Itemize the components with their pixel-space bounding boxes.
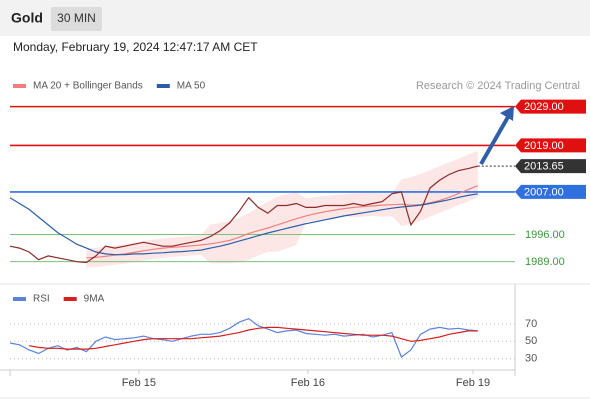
level-label: 2029.00 xyxy=(524,101,564,113)
x-tick-label: Feb 19 xyxy=(456,377,490,389)
legend-label: MA 20 + Bollinger Bands xyxy=(33,81,143,92)
bollinger-band xyxy=(86,150,478,268)
level-tag xyxy=(515,184,586,199)
y-tick-label: 50 xyxy=(525,335,537,347)
axis: Feb 15 Feb 16 Feb 19 xyxy=(122,370,490,389)
x-tick-label: Feb 16 xyxy=(291,377,325,389)
series-line xyxy=(86,185,479,259)
legend-swatch xyxy=(63,297,77,301)
series-line xyxy=(9,318,478,358)
legend-label: MA 50 xyxy=(177,81,206,92)
y-tick-label: 70 xyxy=(525,318,537,330)
legend-swatch xyxy=(13,297,26,301)
level-label: 1989.00 xyxy=(525,256,565,268)
series-line xyxy=(28,326,478,350)
level-label: 2013.65 xyxy=(524,161,564,173)
interval-tab[interactable] xyxy=(51,7,102,31)
level-tag xyxy=(515,159,586,174)
legend-swatch xyxy=(13,84,26,88)
forecast-arrow xyxy=(479,116,510,165)
level-label: 2007.00 xyxy=(524,186,564,198)
series-line xyxy=(9,165,478,264)
level-tag xyxy=(515,99,586,114)
rsi-panel: 70 50 30 RSI 9MA xyxy=(9,294,537,365)
interval-label[interactable]: 30 MIN xyxy=(57,11,96,25)
level-label: 2019.00 xyxy=(524,140,564,152)
legend-label: 9MA xyxy=(84,294,105,305)
date-line: Monday, February 19, 2024 12:47:17 AM CE… xyxy=(13,40,258,54)
level-label: 1996.00 xyxy=(525,229,565,241)
forecast-arrow-head xyxy=(500,106,514,121)
y-tick-label: 30 xyxy=(525,353,537,365)
price-panel: 2029.00 2019.00 2013.65 2007.00 1996.00 1989.… xyxy=(9,81,586,268)
legend-swatch xyxy=(156,84,170,88)
level-tag xyxy=(515,138,586,153)
source: Research © 2024 Trading Central xyxy=(416,80,580,92)
instrument-title: Gold xyxy=(11,10,43,26)
series-line xyxy=(9,193,478,256)
x-tick-label: Feb 15 xyxy=(122,377,156,389)
legend-label: RSI xyxy=(33,294,50,305)
